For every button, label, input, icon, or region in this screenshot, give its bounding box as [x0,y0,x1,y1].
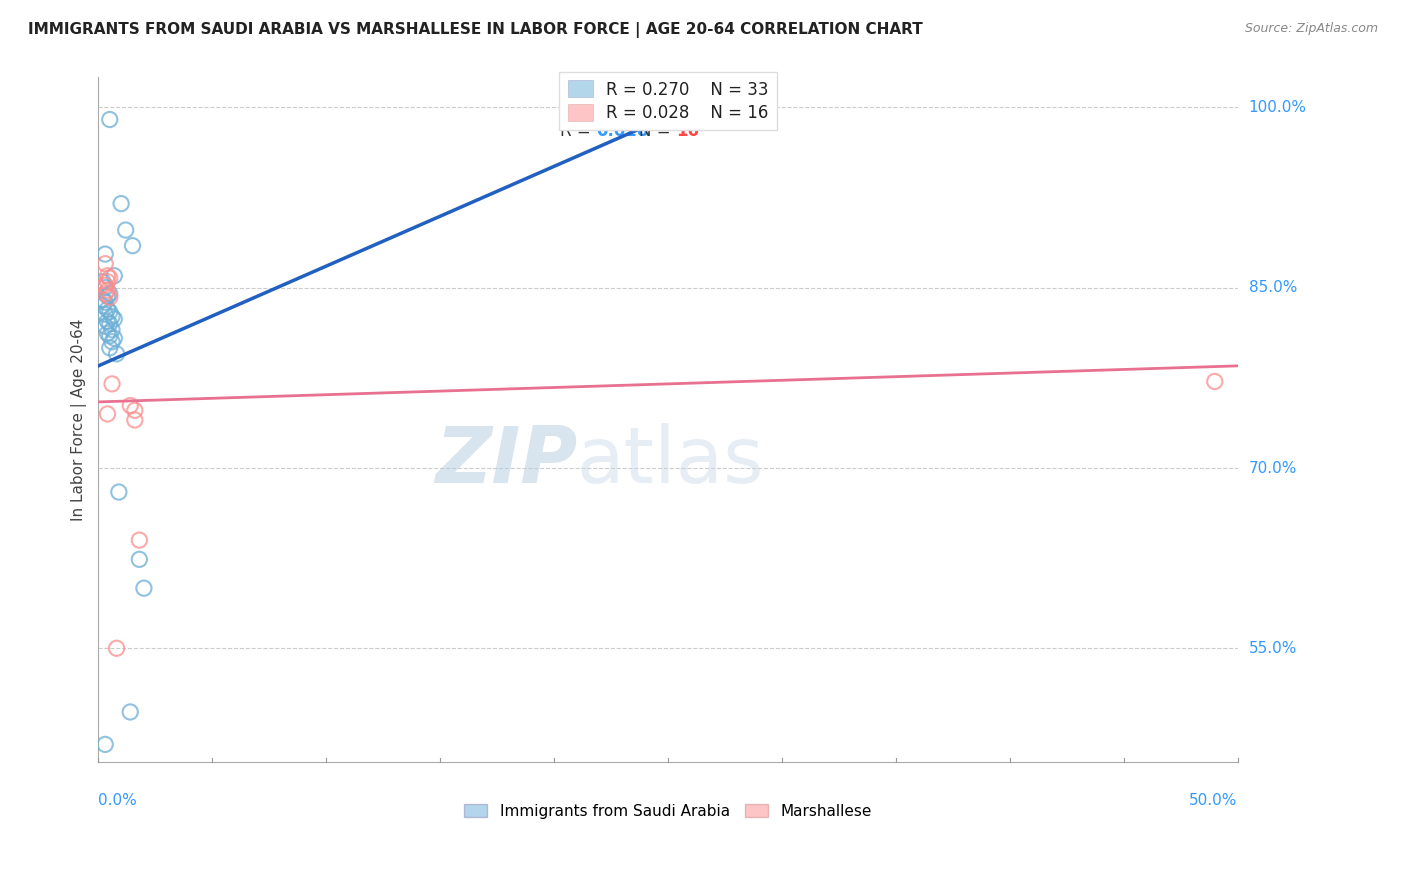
Point [96,275,118,289]
Point [98,286,121,301]
Point [98,271,121,285]
Text: N =: N = [619,122,676,140]
Point [128,552,150,566]
Text: 16: 16 [676,122,699,140]
Text: 85.0%: 85.0% [1249,280,1296,295]
Legend: Immigrants from Saudi Arabia, Marshallese: Immigrants from Saudi Arabia, Marshalles… [460,799,876,823]
Point [96,289,118,303]
Point [103,312,125,326]
Point [94,295,117,310]
Point [94,281,117,295]
Point [91,299,114,313]
Text: 0.0%: 0.0% [98,793,138,808]
Point [96,314,118,328]
Point [98,112,121,127]
Point [103,268,125,283]
Point [101,334,124,349]
Point [108,485,131,500]
Point [121,238,143,252]
Point [94,257,117,271]
Point [124,403,146,417]
Text: atlas: atlas [576,423,765,499]
Point [1204,375,1226,389]
Point [124,413,146,427]
Point [98,290,121,304]
Point [98,328,121,343]
Point [120,705,142,719]
Point [103,331,125,345]
Text: 55.0%: 55.0% [1249,640,1296,656]
Point [101,310,124,324]
Point [94,738,117,752]
Text: 0.028: 0.028 [596,122,648,140]
Point [94,307,117,321]
Point [91,275,114,289]
Point [110,196,132,211]
Point [96,407,118,421]
Text: 100.0%: 100.0% [1249,100,1306,115]
Point [98,305,121,319]
Point [101,376,124,391]
Point [128,533,150,548]
Text: 0.270: 0.270 [596,98,648,116]
Text: R =: R = [560,122,596,140]
Text: N =: N = [619,98,676,116]
Point [105,641,128,656]
Point [96,302,118,317]
Point [96,326,118,341]
Point [101,323,124,337]
Point [94,247,117,261]
Point [105,347,128,361]
Point [94,319,117,334]
Point [114,223,136,237]
Text: R =: R = [560,98,596,116]
Text: 33: 33 [676,98,699,116]
Point [94,286,117,301]
Point [94,278,117,293]
Text: Source: ZipAtlas.com: Source: ZipAtlas.com [1244,22,1378,36]
Point [120,399,142,413]
Point [98,341,121,355]
Point [98,317,121,331]
Text: IMMIGRANTS FROM SAUDI ARABIA VS MARSHALLESE IN LABOR FORCE | AGE 20-64 CORRELATI: IMMIGRANTS FROM SAUDI ARABIA VS MARSHALL… [28,22,922,38]
Point [91,293,114,307]
Point [96,283,118,297]
Point [96,268,118,283]
Text: 70.0%: 70.0% [1249,460,1296,475]
Point [132,581,155,595]
Text: ZIP: ZIP [434,423,576,499]
Text: 50.0%: 50.0% [1189,793,1237,808]
Y-axis label: In Labor Force | Age 20-64: In Labor Force | Age 20-64 [72,318,87,521]
